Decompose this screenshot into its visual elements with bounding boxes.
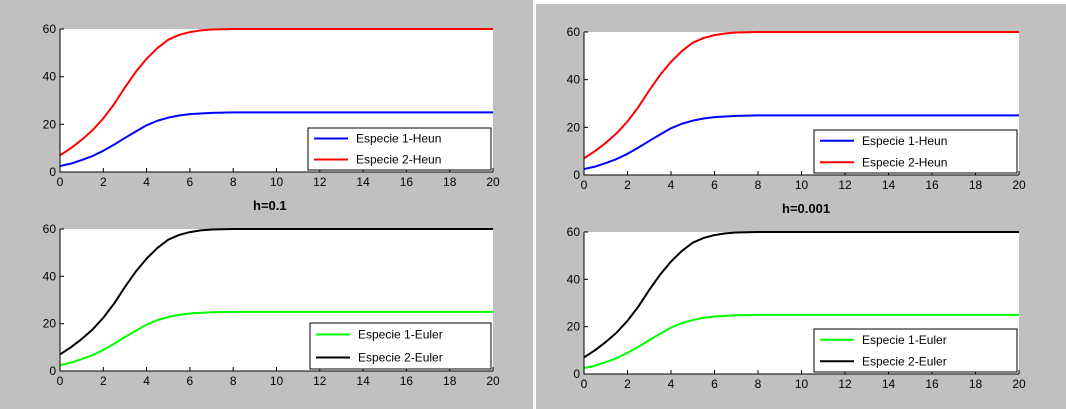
x-tick-label: 20: [486, 374, 500, 388]
x-tick-label: 6: [187, 175, 194, 189]
y-tick-label: 60: [43, 22, 57, 36]
chart-heun-right: 0 2 4 6 8 10 12 14 16 18 20 0 20 40 60 Especie 1-Heun Es…: [567, 25, 1026, 192]
x-tick-label: 10: [795, 178, 809, 192]
series-line-2: [583, 31, 1019, 160]
x-tick-label: 14: [882, 178, 896, 192]
x-tick-label: 4: [143, 374, 150, 388]
chart-heun-left: 0 2 4 6 8 10 12 14 16 18 20 0 20 40 60 Especie 1-Heun Es…: [43, 22, 500, 189]
x-tick-label: 12: [838, 377, 852, 391]
x-tick-label: 2: [624, 178, 631, 192]
x-tick-label: 18: [443, 374, 457, 388]
x-tick-label: 12: [313, 175, 327, 189]
x-tick-label: 10: [795, 377, 809, 391]
legend-box: [309, 322, 492, 370]
x-tick-label: 2: [624, 377, 631, 391]
x-tick-label: 6: [187, 374, 194, 388]
legend-label: Especie 2-Euler: [358, 351, 443, 365]
x-tick-label: 0: [57, 175, 64, 189]
caption-right: h=0.001: [782, 201, 831, 216]
legend-box: [813, 328, 1018, 373]
series-line-1: [583, 114, 1019, 171]
x-tick-label: 16: [400, 175, 414, 189]
y-tick-label: 0: [49, 364, 56, 378]
x-tick-label: 12: [838, 178, 852, 192]
y-tick-label: 40: [43, 269, 57, 283]
y-tick-label: 40: [567, 73, 581, 87]
caption-left: h=0.1: [253, 198, 287, 213]
series-line-2: [59, 28, 493, 157]
x-tick-label: 18: [969, 377, 983, 391]
legend-box: [307, 127, 492, 171]
x-tick-label: 16: [925, 377, 939, 391]
chart-euler-right: 0 2 4 6 8 10 12 14 16 18 20 0 20 40 60 Especie 1-Euler E…: [567, 225, 1026, 391]
y-tick-label: 60: [43, 222, 57, 236]
x-tick-label: 20: [1012, 178, 1026, 192]
x-tick-label: 20: [1012, 377, 1026, 391]
y-tick-label: 60: [567, 225, 581, 239]
x-tick-label: 6: [711, 377, 718, 391]
y-tick-label: 0: [49, 165, 56, 179]
x-tick-label: 0: [581, 377, 588, 391]
y-tick-label: 40: [43, 70, 57, 84]
legend-label: Especie 1-Euler: [862, 333, 947, 347]
x-tick-label: 14: [356, 374, 370, 388]
legend-label: Especie 1-Heun: [356, 132, 441, 146]
x-tick-label: 16: [925, 178, 939, 192]
x-tick-label: 8: [755, 377, 762, 391]
y-tick-label: 20: [43, 317, 57, 331]
x-tick-label: 18: [969, 178, 983, 192]
y-tick-label: 60: [567, 25, 581, 39]
legend-label: Especie 2-Heun: [356, 153, 441, 167]
y-tick-label: 0: [573, 367, 580, 381]
y-tick-label: 20: [567, 120, 581, 134]
series-line-2: [583, 231, 1019, 359]
x-tick-label: 10: [270, 374, 284, 388]
y-tick-label: 0: [573, 168, 580, 182]
x-tick-label: 14: [356, 175, 370, 189]
panel-top-strip: [536, 0, 1066, 4]
x-tick-label: 8: [755, 178, 762, 192]
y-tick-label: 20: [567, 320, 581, 334]
x-tick-label: 18: [443, 175, 457, 189]
x-tick-label: 4: [668, 178, 675, 192]
y-tick-label: 40: [567, 272, 581, 286]
x-tick-label: 0: [581, 178, 588, 192]
x-tick-label: 12: [313, 374, 327, 388]
series-line-1: [583, 313, 1019, 370]
chart-euler-left: 0 2 4 6 8 10 12 14 16 18 20 0 20 40 60 Especie 1-Euler E…: [43, 222, 500, 388]
y-tick-label: 20: [43, 117, 57, 131]
x-tick-label: 6: [711, 178, 718, 192]
legend-label: Especie 1-Euler: [358, 328, 443, 342]
x-tick-label: 20: [486, 175, 500, 189]
legend-label: Especie 2-Euler: [862, 354, 947, 368]
x-tick-label: 14: [882, 377, 896, 391]
x-tick-label: 16: [400, 374, 414, 388]
x-tick-label: 8: [230, 175, 237, 189]
legend-label: Especie 1-Heun: [862, 134, 947, 148]
x-tick-label: 10: [270, 175, 284, 189]
x-tick-label: 4: [143, 175, 150, 189]
x-tick-label: 2: [100, 175, 107, 189]
x-tick-label: 2: [100, 374, 107, 388]
series-line-1: [59, 111, 493, 168]
x-tick-label: 4: [668, 377, 675, 391]
x-tick-label: 0: [57, 374, 64, 388]
series-line-1: [59, 310, 493, 367]
panel-divider: [533, 0, 536, 409]
legend-label: Especie 2-Heun: [862, 155, 947, 169]
x-tick-label: 8: [230, 374, 237, 388]
series-line-2: [59, 228, 493, 356]
legend-box: [813, 129, 1018, 174]
